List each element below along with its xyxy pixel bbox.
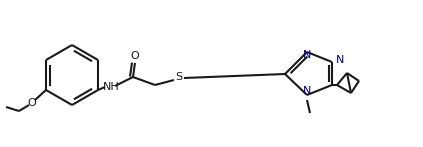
Text: NH: NH	[103, 82, 119, 92]
Text: O: O	[27, 98, 36, 108]
Text: O: O	[131, 51, 139, 61]
Text: N: N	[303, 50, 311, 60]
Text: S: S	[176, 72, 183, 82]
Text: N: N	[303, 86, 311, 96]
Text: N: N	[336, 55, 344, 65]
